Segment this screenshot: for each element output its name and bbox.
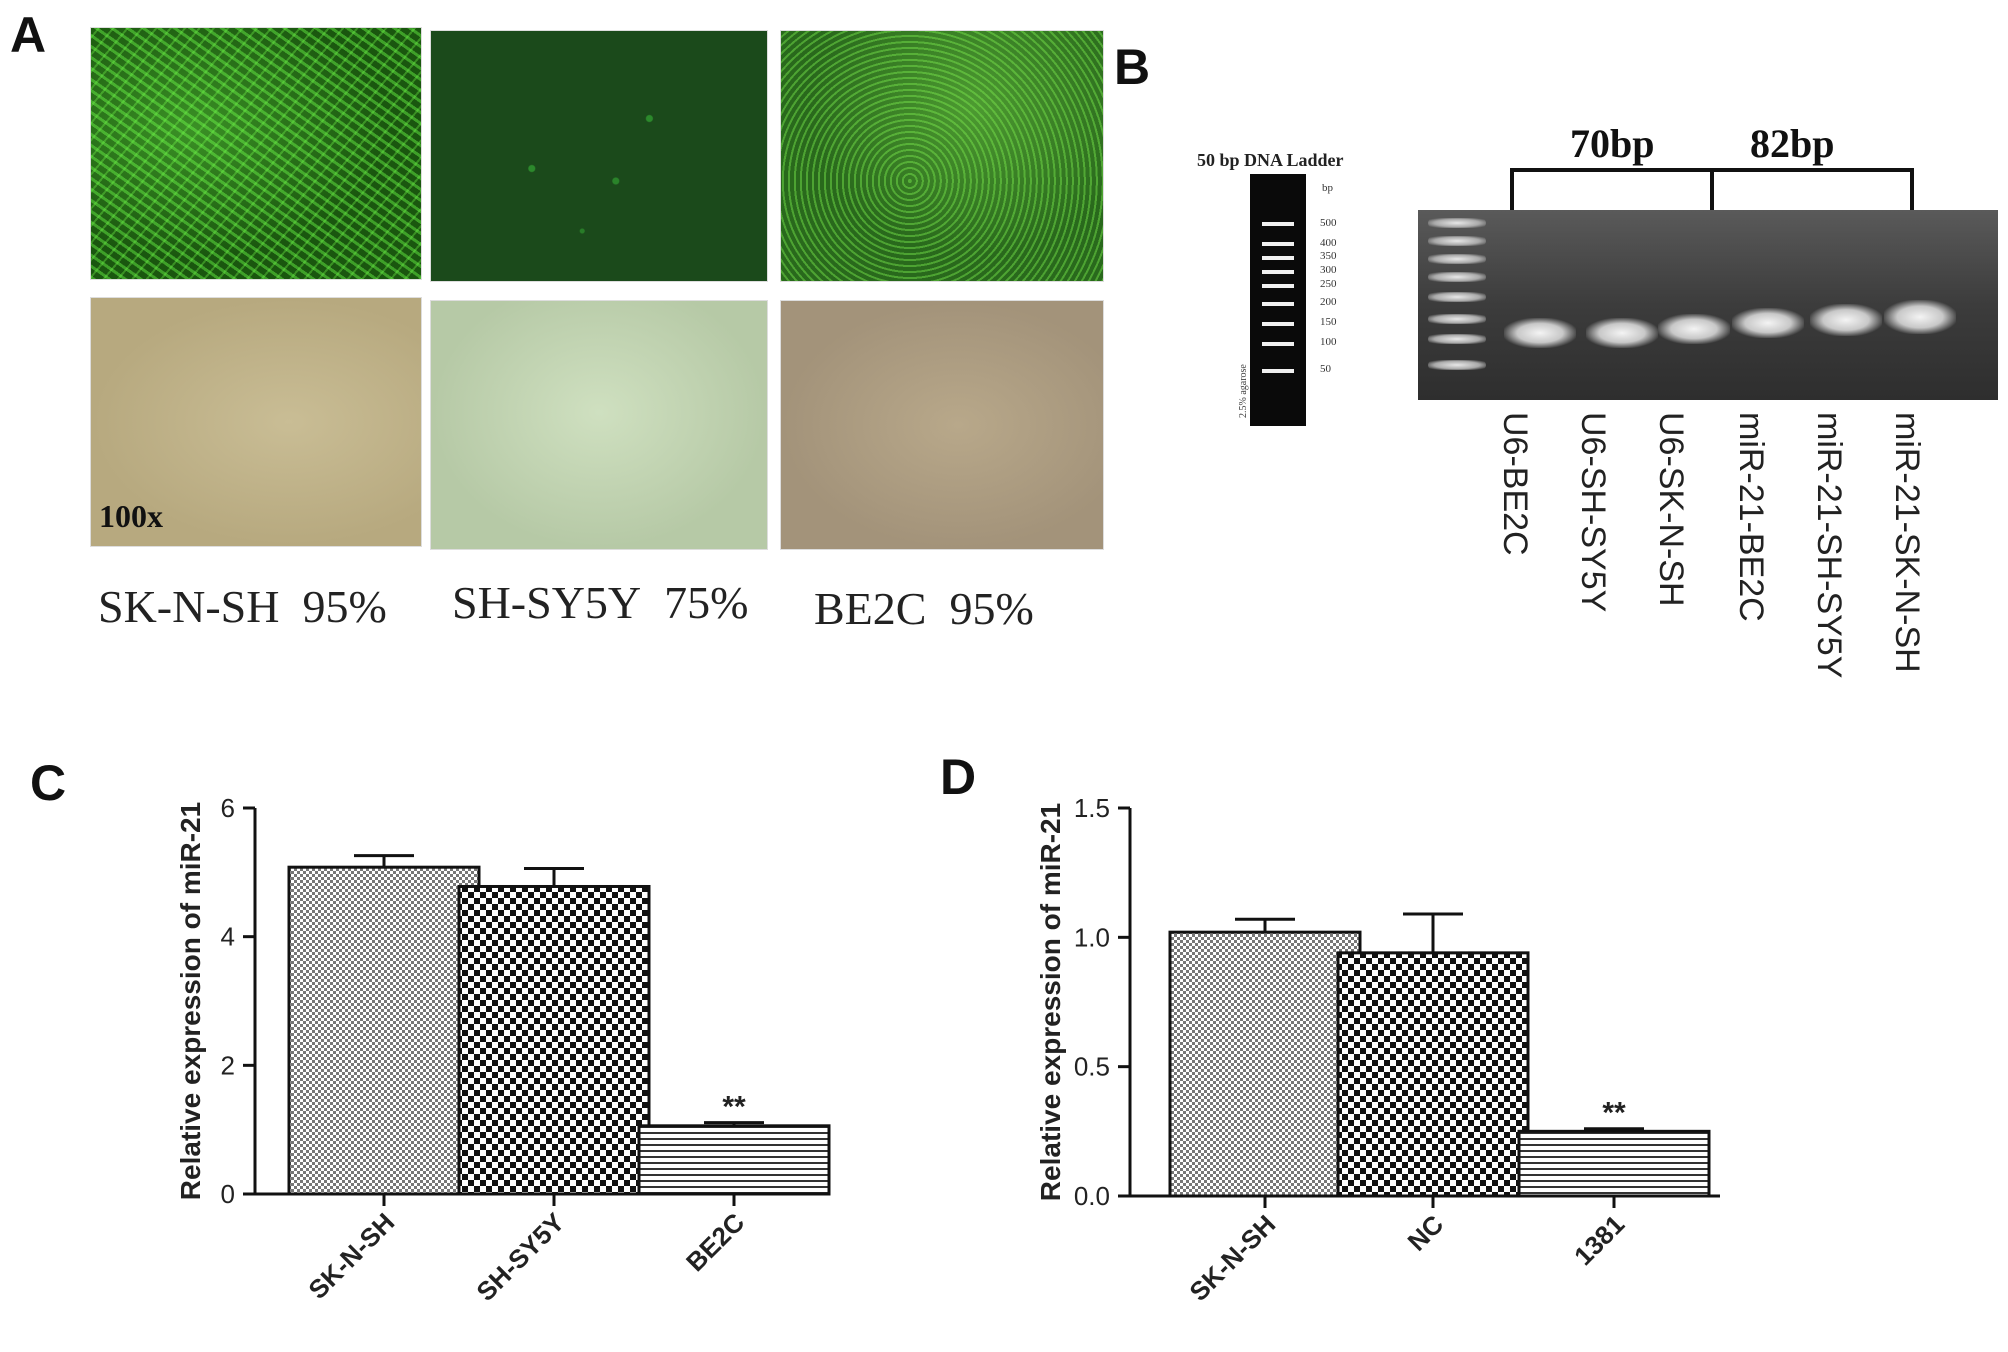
cell-line-name: SH-SY5Y: [452, 577, 642, 628]
bar: [637, 1124, 831, 1196]
y-tick-label: 0.5: [1074, 1052, 1110, 1082]
gel-ladder-band: [1428, 292, 1486, 302]
cell-line-efficiency: 95%: [949, 583, 1034, 634]
panel-letter-b: B: [1114, 39, 1151, 95]
ladder-mark: 350: [1320, 250, 1337, 262]
gel-band-u6-be2c: [1504, 318, 1576, 348]
ladder-band: [1262, 242, 1294, 246]
y-axis-label: Relative expression of miR-21: [1035, 803, 1066, 1201]
bar: [1517, 1129, 1711, 1198]
cell-line-name: SK-N-SH: [98, 581, 280, 632]
x-tick-label: BE2C: [680, 1207, 750, 1277]
bar: [287, 865, 481, 1196]
ladder-title: 50 bp DNA Ladder: [1197, 150, 1344, 170]
ladder-mark: 400: [1320, 237, 1337, 249]
ladder-band: [1262, 270, 1294, 274]
gel-band-mir21-sh-sy5y: [1810, 304, 1882, 336]
gel-band-mir21-be2c: [1732, 308, 1804, 338]
size-label-70bp: 70bp: [1570, 121, 1655, 166]
y-tick-label: 1.0: [1074, 922, 1110, 952]
x-tick-label: SH-SY5Y: [470, 1207, 570, 1307]
significance-label: **: [722, 1091, 746, 1124]
fluorescence-image-be2c: [780, 30, 1104, 282]
bar: [1336, 951, 1530, 1198]
ladder-mark: 300: [1320, 264, 1337, 276]
panel-letter-c: C: [30, 755, 67, 811]
fluorescence-image-sh-sy5y: [430, 30, 768, 282]
gel-ladder-band: [1428, 360, 1486, 370]
ladder-band: [1262, 369, 1294, 373]
x-tick-label: SK-N-SH: [1183, 1209, 1281, 1307]
cell-line-label-be2c: BE2C 95%: [814, 582, 1034, 635]
cell-line-label-sh-sy5y: SH-SY5Y 75%: [452, 576, 748, 629]
gel-band-u6-sk-n-sh: [1658, 314, 1730, 344]
significance-label: **: [1602, 1097, 1626, 1130]
x-tick-label: 1381: [1568, 1209, 1630, 1271]
size-label-82bp: 82bp: [1750, 121, 1835, 166]
gel-ladder-band: [1428, 236, 1486, 246]
bar: [457, 884, 651, 1196]
ladder-band: [1262, 322, 1294, 326]
size-brackets: [1510, 168, 1914, 226]
lane-label-u6-sk-n-sh: U6-SK-N-SH: [1652, 412, 1690, 607]
y-tick-label: 4: [221, 922, 235, 952]
brightfield-image-sk-n-sh: 100x: [90, 297, 422, 547]
x-tick-label: NC: [1401, 1209, 1449, 1257]
ladder-mark: 200: [1320, 296, 1337, 308]
cell-line-efficiency: 95%: [302, 581, 387, 632]
y-tick-label: 2: [221, 1050, 235, 1080]
ladder-unit: bp: [1322, 182, 1333, 194]
brightfield-image-be2c: [780, 300, 1104, 550]
ladder-note: 2.5% agarose: [1238, 364, 1249, 418]
ladder-band: [1262, 256, 1294, 260]
lane-label-u6-sh-sy5y: U6-SH-SY5Y: [1574, 412, 1612, 613]
ladder-band: [1262, 284, 1294, 288]
ladder-band: [1262, 222, 1294, 226]
y-tick-label: 6: [221, 793, 235, 823]
y-tick-label: 0: [221, 1179, 235, 1209]
ladder-band: [1262, 342, 1294, 346]
agarose-gel-image: [1418, 210, 1998, 400]
y-axis-label: Relative expression of miR-21: [175, 802, 206, 1200]
lane-label-mir21-sh-sy5y: miR-21-SH-SY5Y: [1810, 412, 1848, 679]
gel-ladder-band: [1428, 218, 1486, 228]
lane-label-u6-be2c: U6-BE2C: [1496, 412, 1534, 556]
y-tick-label: 0.0: [1074, 1181, 1110, 1211]
fluorescence-image-sk-n-sh: [90, 27, 422, 280]
ladder-band: [1262, 302, 1294, 306]
lane-label-mir21-sk-n-sh: miR-21-SK-N-SH: [1888, 412, 1926, 673]
gel-ladder-band: [1428, 254, 1486, 264]
lane-label-mir21-be2c: miR-21-BE2C: [1732, 412, 1770, 622]
cell-line-name: BE2C: [814, 583, 927, 634]
ladder-mark: 150: [1320, 316, 1337, 328]
magnification-label: 100x: [99, 498, 163, 534]
x-tick-label: SK-N-SH: [302, 1207, 400, 1305]
panel-letter-a: A: [10, 7, 47, 63]
gel-band-mir21-sk-n-sh: [1884, 300, 1956, 334]
ladder-mark: 250: [1320, 278, 1337, 290]
y-tick-label: 1.5: [1074, 793, 1110, 823]
gel-ladder-band: [1428, 272, 1486, 282]
gel-band-u6-sh-sy5y: [1586, 318, 1658, 348]
bar-chart-c: 0 2 4 6 Relative expression of miR-21 SK-N-SH…: [175, 793, 831, 1307]
ladder-mark: 100: [1320, 336, 1337, 348]
cell-line-efficiency: 75%: [664, 577, 749, 628]
gel-ladder-band: [1428, 334, 1486, 344]
gel-ladder-band: [1428, 314, 1486, 324]
ladder-mark: 50: [1320, 363, 1331, 375]
panel-letter-d: D: [940, 749, 977, 805]
bar: [1168, 930, 1362, 1198]
cell-line-label-sk-n-sh: SK-N-SH 95%: [98, 580, 387, 633]
brightfield-image-sh-sy5y: [430, 300, 768, 550]
dna-ladder-image: [1250, 174, 1306, 426]
ladder-mark: 500: [1320, 217, 1337, 229]
bar-chart-d: 0.0 0.5 1.0 1.5 Relative expression of miR-2…: [1035, 793, 1720, 1307]
